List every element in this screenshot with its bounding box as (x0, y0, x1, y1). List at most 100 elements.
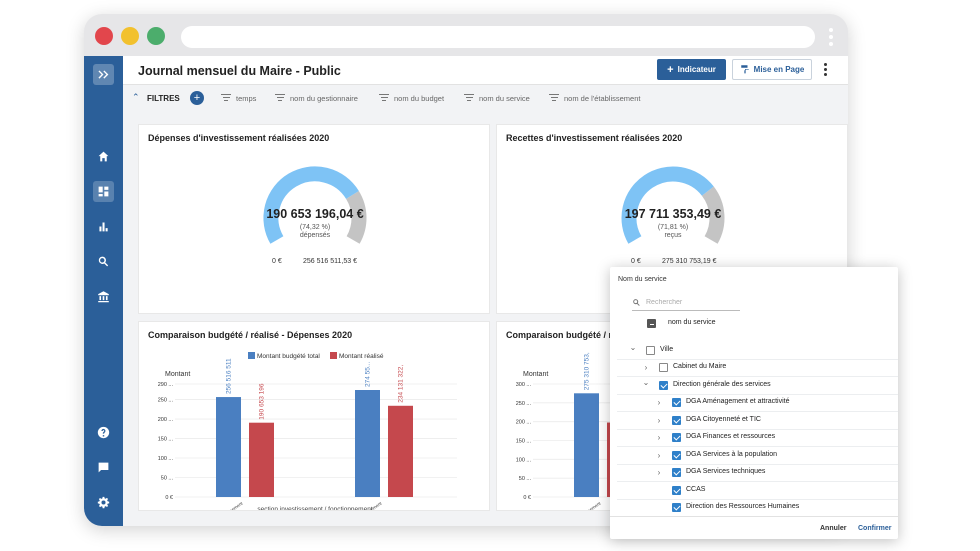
close-dot[interactable] (95, 27, 113, 45)
tree-checkbox[interactable] (672, 486, 681, 495)
browser-menu-icon[interactable] (829, 28, 833, 49)
tree-checkbox[interactable] (647, 319, 656, 328)
tree-checkbox[interactable] (672, 416, 681, 425)
chat-icon[interactable] (93, 457, 114, 478)
tree-row[interactable]: › DGA Citoyenneté et TIC (617, 413, 898, 430)
y-tick-label: 200 ... (516, 420, 532, 426)
tree-row[interactable]: › DGA Services à la population (617, 448, 898, 465)
gauge-filled-arc (263, 166, 359, 244)
chevron-right-icon[interactable]: › (657, 433, 661, 442)
bar-data-label: 274 55... (365, 362, 372, 387)
plus-icon: + (667, 63, 674, 76)
tree-row[interactable]: nom du service (617, 316, 898, 333)
search-icon[interactable] (93, 251, 114, 272)
gauge-caption: reçus (664, 232, 682, 239)
chevron-right-icon[interactable]: › (657, 468, 661, 477)
legend-swatch (330, 352, 337, 359)
cancel-button[interactable]: Annuler (820, 525, 847, 532)
more-options-icon[interactable] (824, 63, 827, 78)
tree-label: DGA Services techniques (686, 468, 766, 475)
double-chevron-right-icon[interactable] (93, 64, 114, 85)
bank-icon[interactable] (93, 286, 114, 307)
tree-row[interactable]: › DGA Finances et ressources (617, 430, 898, 447)
service-picker-dialog: Nom du service nom du service ⌄ Ville › Cabi… (610, 267, 898, 539)
bar (388, 405, 413, 497)
chevron-up-icon[interactable]: ⌃ (132, 92, 140, 102)
help-icon[interactable] (93, 422, 114, 443)
filter-icon (221, 94, 231, 103)
filter-chip-label: nom du budget (394, 94, 445, 103)
filter-chip-temps[interactable]: temps (221, 94, 256, 103)
tree-row[interactable]: ⌄ Ville (617, 343, 898, 360)
filter-chip-service[interactable]: nom du service (464, 94, 530, 103)
chevron-down-icon[interactable]: ⌄ (642, 378, 650, 387)
filter-icon (549, 94, 559, 103)
add-indicator-button[interactable]: + Indicateur (657, 59, 726, 80)
dialog-title: Nom du service (618, 276, 667, 283)
tree-row[interactable]: › Cabinet du Maire (617, 360, 898, 377)
bar (355, 390, 380, 497)
address-bar[interactable] (181, 26, 815, 48)
legend-label: Montant budgété total (257, 353, 320, 360)
y-tick-label: 50 ... (161, 476, 174, 482)
app-header: Journal mensuel du Maire - Public + Indi… (123, 56, 848, 85)
filter-icon (464, 94, 474, 103)
tree-checkbox[interactable] (659, 381, 668, 390)
y-axis-label: Montant (165, 371, 190, 378)
tree-label: DGA Services à la population (686, 451, 778, 458)
tree-checkbox[interactable] (672, 398, 681, 407)
chevron-right-icon[interactable]: › (657, 416, 661, 425)
gear-icon[interactable] (93, 492, 114, 513)
bar-chart-icon[interactable] (93, 216, 114, 237)
filter-chip-budget[interactable]: nom du budget (379, 94, 444, 103)
gauge-percent: (71,81 %) (657, 224, 689, 231)
filter-icon (275, 94, 285, 103)
y-tick-label: 0 € (165, 495, 173, 501)
chevron-right-icon[interactable]: › (657, 451, 661, 460)
add-indicator-label: Indicateur (677, 65, 716, 74)
tree-checkbox[interactable] (672, 451, 681, 460)
bar-chart: Montant 0 € 50 ... 100 ... 150 ... 200 ... 250… (158, 352, 457, 510)
gauge-max: 275 310 753,19 € (662, 258, 717, 265)
gauge-min: 0 € (631, 258, 641, 265)
filter-chip-etablissement[interactable]: nom de l'établissement (549, 94, 640, 103)
tree-row[interactable]: ⌄ Direction générale des services (617, 378, 898, 395)
filter-chip-label: nom du service (479, 94, 530, 103)
tree-row[interactable]: › DGA Aménagement et attractivité (617, 395, 898, 412)
sidebar (84, 56, 123, 526)
legend-swatch (248, 352, 255, 359)
filter-icon (379, 94, 389, 103)
filter-chip-gestionnaire[interactable]: nom du gestionnaire (275, 94, 358, 103)
tree-row[interactable]: CCAS (617, 483, 898, 500)
paint-roller-icon (740, 64, 750, 76)
tree-checkbox[interactable] (672, 468, 681, 477)
y-tick-label: 200 ... (158, 417, 174, 423)
y-tick-label: 0 € (523, 495, 531, 501)
tree-label: CCAS (686, 486, 706, 493)
add-filter-button[interactable]: + (190, 91, 204, 105)
tree-row[interactable]: Direction des Ressources Humaines (617, 500, 898, 517)
minimize-dot[interactable] (121, 27, 139, 45)
home-icon[interactable] (93, 146, 114, 167)
tree-row[interactable]: › DGA Services techniques (617, 465, 898, 482)
tree-checkbox[interactable] (672, 503, 681, 512)
page-title: Journal mensuel du Maire - Public (138, 64, 341, 78)
y-tick-label: 100 ... (158, 456, 174, 462)
tree-checkbox[interactable] (646, 346, 655, 355)
search-field (632, 296, 740, 311)
chevron-down-icon[interactable]: ⌄ (629, 343, 637, 352)
gauge-remaining-arc (701, 186, 725, 244)
confirm-button[interactable]: Confirmer (858, 525, 892, 532)
service-search-input[interactable] (646, 296, 740, 309)
y-tick-label: 250 ... (516, 401, 532, 407)
maximize-dot[interactable] (147, 27, 165, 45)
tree-checkbox[interactable] (659, 363, 668, 372)
dashboard-icon[interactable] (93, 181, 114, 202)
chevron-right-icon[interactable]: › (644, 363, 648, 372)
tree-checkbox[interactable] (672, 433, 681, 442)
bar (574, 393, 599, 497)
legend-label: Montant réalisé (339, 353, 384, 360)
filter-chip-label: temps (236, 94, 257, 103)
chevron-right-icon[interactable]: › (657, 398, 661, 407)
layout-button[interactable]: Mise en Page (732, 59, 812, 80)
